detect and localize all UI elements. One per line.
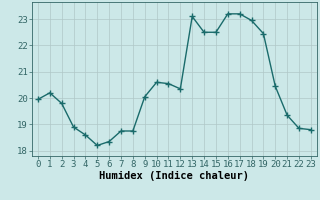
X-axis label: Humidex (Indice chaleur): Humidex (Indice chaleur) (100, 171, 249, 181)
